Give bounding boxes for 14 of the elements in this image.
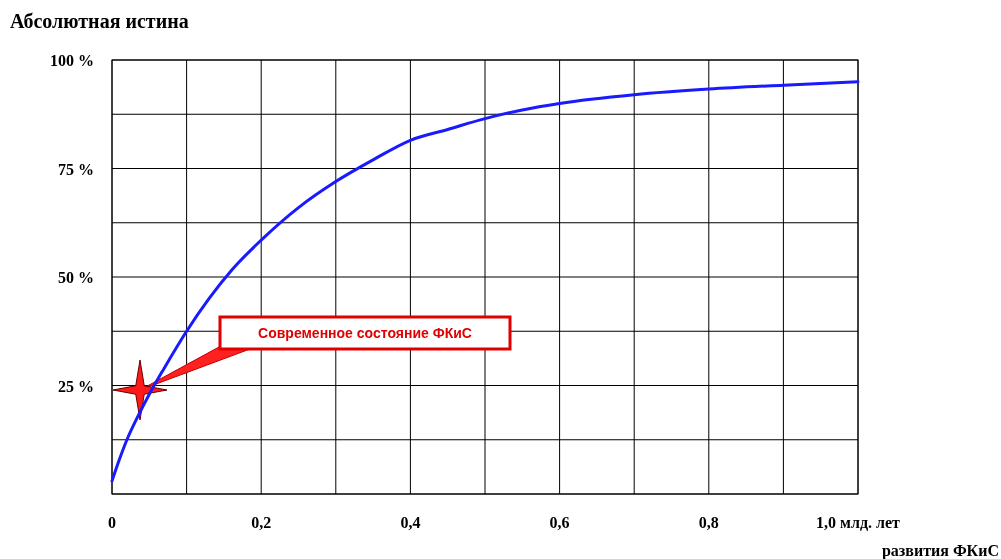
annotation: Современное состояние ФКиС [258, 325, 472, 341]
x-tick-label: 0,8 [698, 514, 719, 531]
y-tick-label: 100 % [50, 52, 94, 69]
x-axis-title: развития ФКиС [881, 542, 999, 559]
x-tick-label: 0,6 [549, 514, 570, 531]
y-tick-label: 50 % [58, 269, 94, 286]
y-tick-label: 25 % [58, 377, 94, 395]
x-tick-label: 0 [108, 514, 116, 531]
x-tick-label: 0,4 [400, 514, 421, 531]
y-tick-label: 75 % [58, 160, 94, 178]
x-tick-label: 1,0 млд. лет [816, 514, 901, 531]
line-series [110, 80, 860, 483]
chart-title: Абсолютная истина [10, 10, 189, 32]
x-tick-label: 0,2 [251, 514, 272, 531]
